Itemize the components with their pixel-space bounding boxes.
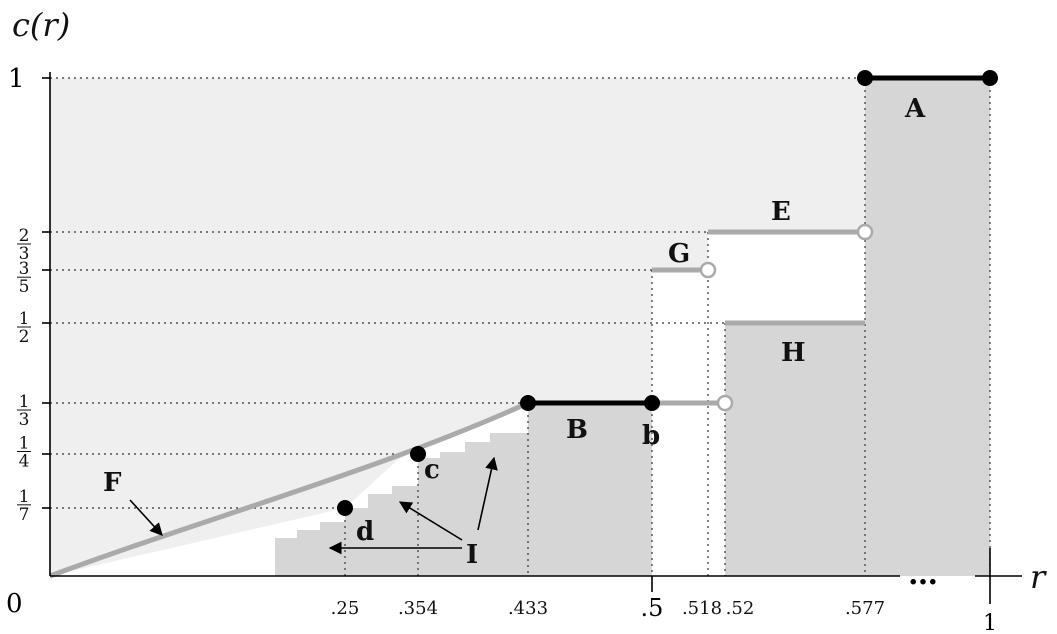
filled-points (337, 70, 998, 516)
label-I: I (466, 540, 478, 570)
y-tick-numerator: 1 (19, 434, 30, 454)
y-tick-denominator: 4 (19, 452, 30, 472)
arrow-I-3 (477, 456, 498, 531)
y-axis-title: c(r) (12, 6, 70, 44)
arrows (129, 456, 498, 555)
y-tick-denominator: 7 (19, 505, 30, 525)
point-d (337, 500, 353, 516)
label-A: A (904, 94, 926, 124)
point-B-left (520, 395, 536, 411)
y-tick-fraction: 13 (17, 392, 31, 430)
x-tick-label: .354 (398, 598, 438, 619)
point-A-left (857, 70, 873, 86)
axes (42, 72, 1022, 604)
x-tick-label: .5 (641, 594, 664, 622)
y-tick-label: 1 (8, 64, 25, 94)
open-point-E (856, 223, 874, 241)
arrow-I-2 (398, 501, 463, 541)
label-G: G (668, 239, 690, 269)
y-tick-fraction: 23 (17, 226, 31, 264)
y-tick-fraction: 35 (17, 259, 31, 297)
x-tick-label: .433 (508, 598, 548, 619)
y-tick-denominator: 3 (19, 244, 30, 264)
y-tick-fraction: 14 (17, 434, 31, 472)
y-tick-numerator: 2 (19, 226, 30, 246)
y-tick-numerator: 1 (19, 309, 30, 329)
x-tick-label: .25 (331, 598, 360, 619)
x-tick-labels: .25 .354 .433 .5 .518.52 .577 1 (331, 594, 997, 634)
x-axis-title: r (1030, 558, 1047, 596)
arrow-F (129, 499, 163, 536)
label-b: b (642, 421, 660, 451)
open-point-G (699, 261, 717, 279)
label-F: F (103, 468, 122, 498)
y-tick-numerator: 1 (19, 392, 30, 412)
point-A-right (982, 70, 998, 86)
y-tick-denominator: 2 (19, 327, 30, 347)
origin-label: 0 (6, 589, 23, 619)
light-region (50, 78, 865, 576)
y-tick-fraction: 17 (17, 487, 31, 525)
label-c: c (424, 455, 440, 485)
label-d: d (356, 517, 374, 547)
x-tick-label: 1 (983, 611, 997, 634)
label-H: H (781, 338, 806, 368)
label-B: B (566, 415, 588, 445)
y-tick-fraction: 12 (17, 309, 31, 347)
y-tick-numerator: 1 (19, 487, 30, 507)
point-c (410, 446, 426, 462)
curve-F (49, 400, 530, 579)
label-E: E (771, 197, 791, 227)
region-under-H (725, 323, 865, 576)
region-under-A (865, 78, 990, 576)
x-tick-label: .518 (682, 598, 722, 619)
y-tick-denominator: 3 (19, 410, 30, 430)
x-tick-label: .577 (845, 598, 885, 619)
x-tick-label: .52 (726, 598, 755, 619)
open-points (699, 223, 874, 412)
y-tick-numerator: 3 (19, 259, 30, 279)
gray-segments (652, 229, 865, 406)
light-region-upper-right (708, 78, 990, 232)
point-b (644, 395, 660, 411)
open-point-b-ext (716, 394, 734, 412)
vertical-guides (344, 78, 991, 576)
region-under-B (528, 403, 652, 576)
y-tick-denominator: 5 (19, 277, 30, 297)
x-axis-ellipsis: … (908, 557, 938, 592)
horizontal-guides (50, 77, 865, 509)
black-segments (528, 75, 990, 406)
